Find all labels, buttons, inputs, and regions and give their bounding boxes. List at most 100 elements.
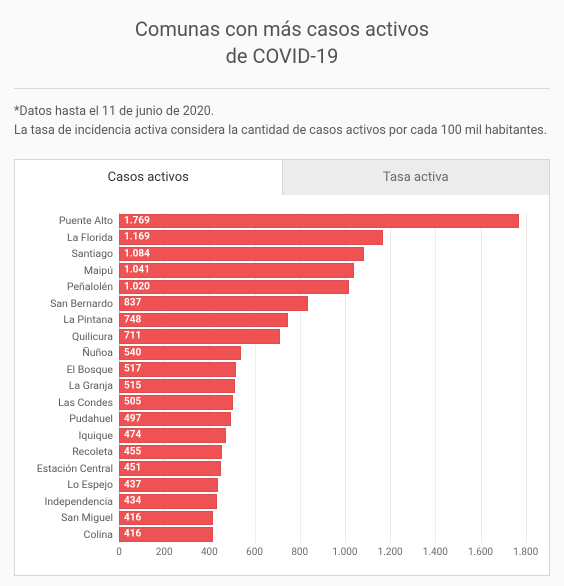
bar: 437	[119, 478, 218, 493]
bar-track: 455	[119, 444, 537, 461]
bar-track: 505	[119, 394, 537, 411]
y-axis-label: La Granja	[27, 379, 119, 392]
bar-track: 517	[119, 361, 537, 378]
bar-track: 711	[119, 328, 537, 345]
x-tick-label: 400	[201, 547, 218, 558]
x-tick-label: 1.400	[423, 547, 448, 558]
y-axis-label: Quilicura	[27, 330, 119, 343]
bar: 474	[119, 428, 226, 443]
bar: 711	[119, 329, 280, 344]
bar-track: 416	[119, 510, 537, 527]
bar-track: 416	[119, 526, 537, 543]
y-axis-label: Maipú	[27, 264, 119, 277]
y-axis-label: Iquique	[27, 429, 119, 442]
chart-rows: Puente Alto 1.769 La Florida 1.169 Santiago 1…	[27, 213, 537, 543]
y-axis-label: El Bosque	[27, 363, 119, 376]
bar: 540	[119, 346, 241, 361]
bar: 451	[119, 461, 221, 476]
bar-track: 540	[119, 345, 537, 362]
chart-row: Pudahuel497	[27, 411, 537, 428]
bar-track: 1.020	[119, 279, 537, 296]
bar-track: 1.769	[119, 213, 537, 230]
chart-panel: Puente Alto 1.769 La Florida 1.169 Santiago 1…	[14, 195, 550, 576]
bar: 748	[119, 313, 288, 328]
bar-value-label: 515	[124, 380, 141, 391]
bar-value-label: 505	[124, 397, 141, 408]
y-axis-label: La Florida	[27, 231, 119, 244]
bar: 515	[119, 379, 235, 394]
bar: 416	[119, 511, 213, 526]
page-title: Comunas con más casos activos de COVID-1…	[14, 16, 550, 70]
y-axis-label: Las Condes	[27, 396, 119, 409]
bar-value-label: 437	[124, 479, 141, 490]
bar-track: 515	[119, 378, 537, 395]
bar-value-label: 434	[124, 496, 141, 507]
title-line-2: de COVID-19	[226, 44, 339, 68]
x-tick-label: 1.600	[468, 547, 493, 558]
chart-row: Maipú 1.041	[27, 262, 537, 279]
bar-value-label: 540	[124, 347, 141, 358]
tab-label: Tasa activa	[383, 170, 449, 185]
chart-row: Recoleta 455	[27, 444, 537, 461]
y-axis-label: Puente Alto	[27, 214, 119, 227]
bar-track: 837	[119, 295, 537, 312]
bar-track: 748	[119, 312, 537, 329]
bar: 1.169	[119, 230, 383, 245]
bar-value-label: 1.084	[124, 248, 150, 259]
bar-value-label: 517	[124, 364, 141, 375]
bar: 1.084	[119, 247, 364, 262]
bar-value-label: 474	[124, 430, 141, 441]
bar-track: 434	[119, 493, 537, 510]
bar: 1.020	[119, 280, 349, 295]
chart-row: Iquique 474	[27, 427, 537, 444]
footnote-line-1: *Datos hasta el 11 de junio de 2020.	[14, 103, 550, 122]
page-container: Comunas con más casos activos de COVID-1…	[0, 0, 564, 586]
chart-row: San Miguel416	[27, 510, 537, 527]
x-tick-label: 1.200	[378, 547, 403, 558]
bar-track: 437	[119, 477, 537, 494]
chart-row: Ñuñoa 540	[27, 345, 537, 362]
y-axis-label: Ñuñoa	[27, 346, 119, 359]
x-axis: 02004006008001.0001.2001.4001.6001.800	[27, 547, 537, 565]
chart-row: Peñalolén 1.020	[27, 279, 537, 296]
y-axis-label: Santiago	[27, 247, 119, 260]
footnote: *Datos hasta el 11 de junio de 2020. La …	[14, 103, 550, 141]
footnote-line-2: La tasa de incidencia activa considera l…	[14, 122, 550, 141]
bar-track: 1.169	[119, 229, 537, 246]
y-axis-label: La Pintana	[27, 313, 119, 326]
chart-row: Las Condes 505	[27, 394, 537, 411]
bar-value-label: 451	[124, 463, 141, 474]
x-tick-label: 600	[246, 547, 263, 558]
y-axis-label: Estación Central	[27, 462, 119, 475]
chart-row: Santiago 1.084	[27, 246, 537, 263]
bar-chart: Puente Alto 1.769 La Florida 1.169 Santiago 1…	[27, 213, 537, 565]
bar-value-label: 711	[124, 331, 141, 342]
chart-row: Independencia434	[27, 493, 537, 510]
x-tick-label: 200	[156, 547, 173, 558]
bar-value-label: 455	[124, 446, 141, 457]
bar: 416	[119, 527, 213, 542]
bar-value-label: 1.020	[124, 281, 150, 292]
y-axis-label: Pudahuel	[27, 412, 119, 425]
chart-row: Colina416	[27, 526, 537, 543]
title-line-1: Comunas con más casos activos	[135, 17, 429, 41]
tab-tasa-activa[interactable]: Tasa activa	[282, 160, 550, 195]
bar-value-label: 837	[124, 298, 141, 309]
bar-value-label: 1.169	[124, 232, 150, 243]
bar-value-label: 1.041	[124, 265, 150, 276]
bar: 837	[119, 296, 308, 311]
bar-value-label: 1.769	[124, 215, 150, 226]
chart-row: La Pintana748	[27, 312, 537, 329]
tab-casos-activos[interactable]: Casos activos	[15, 160, 282, 195]
bar: 497	[119, 412, 231, 427]
chart-row: Lo Espejo437	[27, 477, 537, 494]
y-axis-label: Colina	[27, 528, 119, 541]
y-axis-label: Peñalolén	[27, 280, 119, 293]
x-tick-label: 1.800	[513, 547, 538, 558]
chart-row: El Bosque 517	[27, 361, 537, 378]
x-ticks: 02004006008001.0001.2001.4001.6001.800	[119, 547, 537, 565]
chart-row: Estación Central 451	[27, 460, 537, 477]
y-axis-label: Recoleta	[27, 445, 119, 458]
chart-row: San Bernardo837	[27, 295, 537, 312]
bar-value-label: 416	[124, 512, 141, 523]
